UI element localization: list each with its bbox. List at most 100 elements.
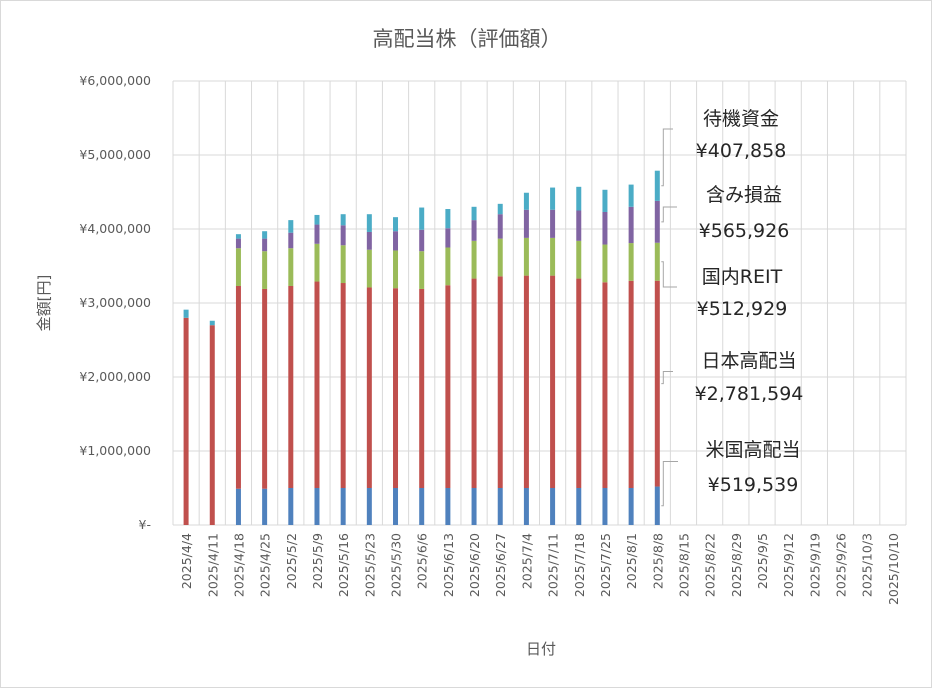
- bar-segment: [471, 206, 477, 221]
- y-axis-ticks: ¥- ¥1,000,000 ¥2,000,000 ¥3,000,000 ¥4,000,0…: [79, 73, 151, 532]
- bar-segment: [366, 214, 372, 232]
- x-axis-title: 日付: [526, 640, 556, 658]
- bar-segment: [550, 209, 556, 238]
- bar-segment: [445, 228, 451, 248]
- bar-segment: [235, 488, 241, 525]
- bar-segment: [288, 232, 294, 249]
- bar-segment: [550, 237, 556, 276]
- bar-segment: [288, 220, 294, 233]
- bar-segment: [340, 214, 346, 226]
- annotation-leader-line: [661, 206, 677, 223]
- bar-segment: [628, 243, 634, 281]
- x-tick-label: 2025/6/20: [467, 533, 482, 597]
- bar-segment: [497, 203, 503, 215]
- x-tick-label: 2025/5/9: [310, 533, 325, 589]
- bar-segment: [288, 285, 294, 488]
- x-tick-label: 2025/6/13: [441, 533, 456, 597]
- x-tick-label: 2025/4/4: [179, 533, 194, 589]
- y-axis-title: 金額[円]: [35, 275, 53, 332]
- y-tick-label: ¥3,000,000: [79, 295, 151, 310]
- bar-segment: [419, 229, 425, 252]
- annotation-leader-line: [661, 461, 678, 507]
- x-tick-label: 2025/8/8: [650, 533, 665, 589]
- bar-segment: [576, 278, 582, 488]
- bar-segment: [523, 237, 529, 276]
- y-tick-label: ¥-: [139, 517, 151, 532]
- bar-segment: [262, 251, 268, 289]
- bar-segment: [654, 486, 660, 525]
- bar-segment: [366, 287, 372, 488]
- x-tick-label: 2025/4/11: [205, 533, 220, 597]
- bar-segment: [602, 211, 608, 245]
- x-tick-label: 2025/5/30: [389, 533, 404, 597]
- grid-lines: [172, 80, 907, 526]
- bar-segment: [393, 288, 399, 488]
- bar-segment: [523, 488, 529, 525]
- annotation-label: 含み損益: [706, 184, 782, 206]
- bar-segment: [471, 278, 477, 488]
- bar-segment: [235, 238, 241, 249]
- annotation-value: ¥519,539: [708, 474, 799, 496]
- bar-segment: [209, 325, 215, 525]
- x-tick-label: 2025/9/12: [781, 533, 796, 597]
- bar-segment: [314, 214, 320, 225]
- bar-segment: [235, 285, 241, 489]
- bar-segment: [497, 488, 503, 525]
- bar-segment: [366, 488, 372, 525]
- bar-segment: [576, 240, 582, 279]
- bar-segment: [419, 251, 425, 289]
- bar-segment: [654, 280, 660, 487]
- bar-segment: [654, 242, 660, 281]
- bar-segment: [314, 281, 320, 488]
- bar-segment: [235, 248, 241, 286]
- bar-segment: [628, 280, 634, 488]
- annotation-leader-line: [661, 128, 673, 187]
- x-tick-label: 2025/4/18: [231, 533, 246, 597]
- y-tick-label: ¥1,000,000: [79, 443, 151, 458]
- bar-segment: [602, 488, 608, 525]
- y-tick-label: ¥5,000,000: [79, 147, 151, 162]
- bar-segment: [523, 209, 529, 238]
- annotation-value: ¥2,781,594: [695, 383, 804, 405]
- bar-segment: [576, 488, 582, 525]
- x-tick-label: 2025/6/6: [415, 533, 430, 589]
- bar-segment: [497, 238, 503, 277]
- bar-segment: [445, 247, 451, 286]
- annotation-label: 米国高配当: [705, 439, 800, 461]
- annotation-label: 待機資金: [703, 108, 779, 130]
- bar-segment: [419, 488, 425, 525]
- x-tick-label: 2025/9/5: [755, 533, 770, 589]
- bar-segment: [445, 488, 451, 525]
- annotation-label: 日本高配当: [701, 350, 796, 372]
- x-tick-label: 2025/9/19: [807, 533, 822, 597]
- bar-segment: [393, 250, 399, 289]
- bar-segment: [654, 200, 660, 243]
- y-tick-label: ¥6,000,000: [79, 73, 151, 88]
- bar-segment: [550, 275, 556, 488]
- bar-segment: [628, 184, 634, 207]
- bar-segment: [366, 249, 372, 288]
- bar-segment: [340, 283, 346, 488]
- annotation-value: ¥407,858: [696, 140, 787, 162]
- x-tick-label: 2025/5/2: [284, 533, 299, 589]
- bar-segment: [628, 488, 634, 525]
- bar-segment: [654, 170, 660, 201]
- x-tick-label: 2025/8/15: [676, 533, 691, 597]
- x-tick-label: 2025/8/1: [624, 533, 639, 589]
- bar-segment: [288, 248, 294, 286]
- bar-segment: [340, 488, 346, 525]
- bar-segment: [393, 231, 399, 251]
- x-tick-label: 2025/7/11: [546, 533, 561, 597]
- x-tick-label: 2025/8/22: [703, 533, 718, 597]
- annotation-value: ¥565,926: [699, 220, 790, 242]
- annotation-label: 国内REIT: [702, 266, 783, 288]
- chart-title: 高配当株（評価額）: [373, 27, 562, 51]
- bar-segment: [235, 234, 241, 239]
- bar-segment: [262, 238, 268, 252]
- bar-segment: [497, 214, 503, 239]
- annotation-leader-line: [661, 261, 677, 288]
- x-tick-label: 2025/8/29: [729, 533, 744, 597]
- bar-segment: [314, 243, 320, 282]
